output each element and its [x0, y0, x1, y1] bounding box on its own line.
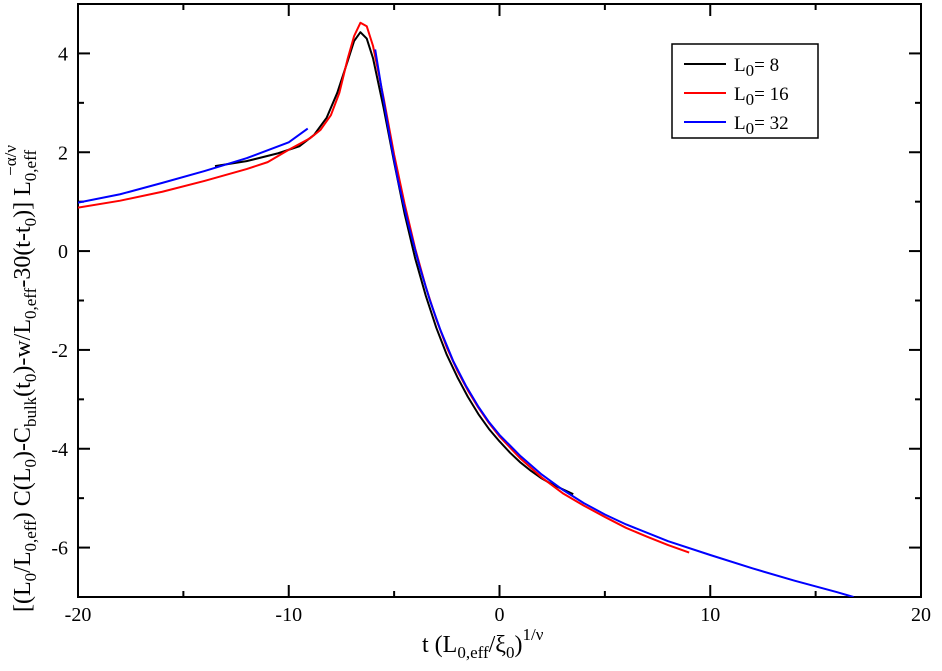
- y-tick-label: 2: [58, 142, 68, 164]
- axis-ticks: [77, 3, 922, 598]
- y-tick-label: -2: [51, 340, 68, 362]
- legend-entry-l0-8: L0= 8: [684, 55, 779, 80]
- legend-label-l0-16: L0= 16: [734, 84, 789, 109]
- legend-entry-l0-32: L0= 32: [684, 113, 789, 138]
- x-tick-label: 0: [495, 604, 505, 626]
- y-tick-label: 0: [58, 241, 68, 263]
- series-line-l0-32: [78, 49, 854, 597]
- legend: L0= 8 L0= 16 L0= 32: [671, 43, 819, 139]
- y-tick-label: 4: [58, 43, 68, 65]
- y-tick-label: -4: [51, 439, 68, 461]
- legend-entry-l0-16: L0= 16: [684, 84, 789, 109]
- y-axis-title: [(L0/L0,eff) C(L0)-Cbulk(t0)-w/L0,eff-30…: [1, 145, 40, 612]
- x-tick-label: -20: [65, 604, 92, 626]
- y-tick-label: -6: [51, 538, 68, 560]
- x-axis-title: t (L0,eff/ξ0)1/ν: [422, 625, 544, 662]
- x-tick-label: -10: [275, 604, 302, 626]
- legend-label-l0-8: L0= 8: [734, 55, 779, 80]
- x-tick-label: 20: [911, 604, 931, 626]
- series-line-l0-8: [214, 31, 574, 496]
- legend-label-l0-32: L0= 32: [734, 113, 789, 138]
- series-lines: [78, 21, 854, 597]
- x-tick-label: 10: [700, 604, 720, 626]
- series-line-l0-16: [78, 21, 690, 554]
